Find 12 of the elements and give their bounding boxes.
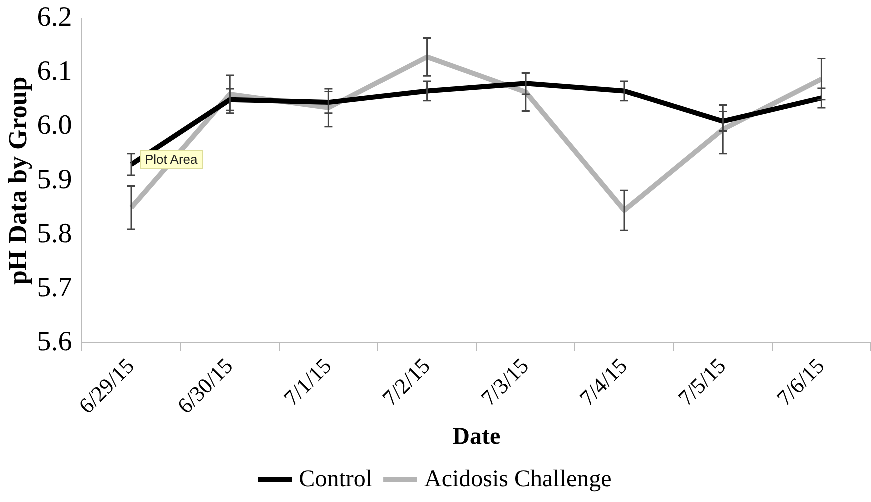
y-tick-label: 5.8 [37,218,72,250]
y-axis-title: pH Data by Group [3,76,32,286]
y-tick-label: 6.2 [37,2,72,34]
annotation: Plot Area [140,150,203,169]
y-tick-label: 6.1 [37,56,72,88]
y-tick-label: 6.0 [37,110,72,142]
y-tick-label: 5.6 [37,326,72,358]
y-tick-label: 5.9 [37,164,72,196]
y-tick-label: 5.7 [37,272,72,304]
legend-label: Control [299,466,373,492]
x-axis-title: Date [452,424,501,450]
legend-label: Acidosis Challenge [424,466,612,492]
